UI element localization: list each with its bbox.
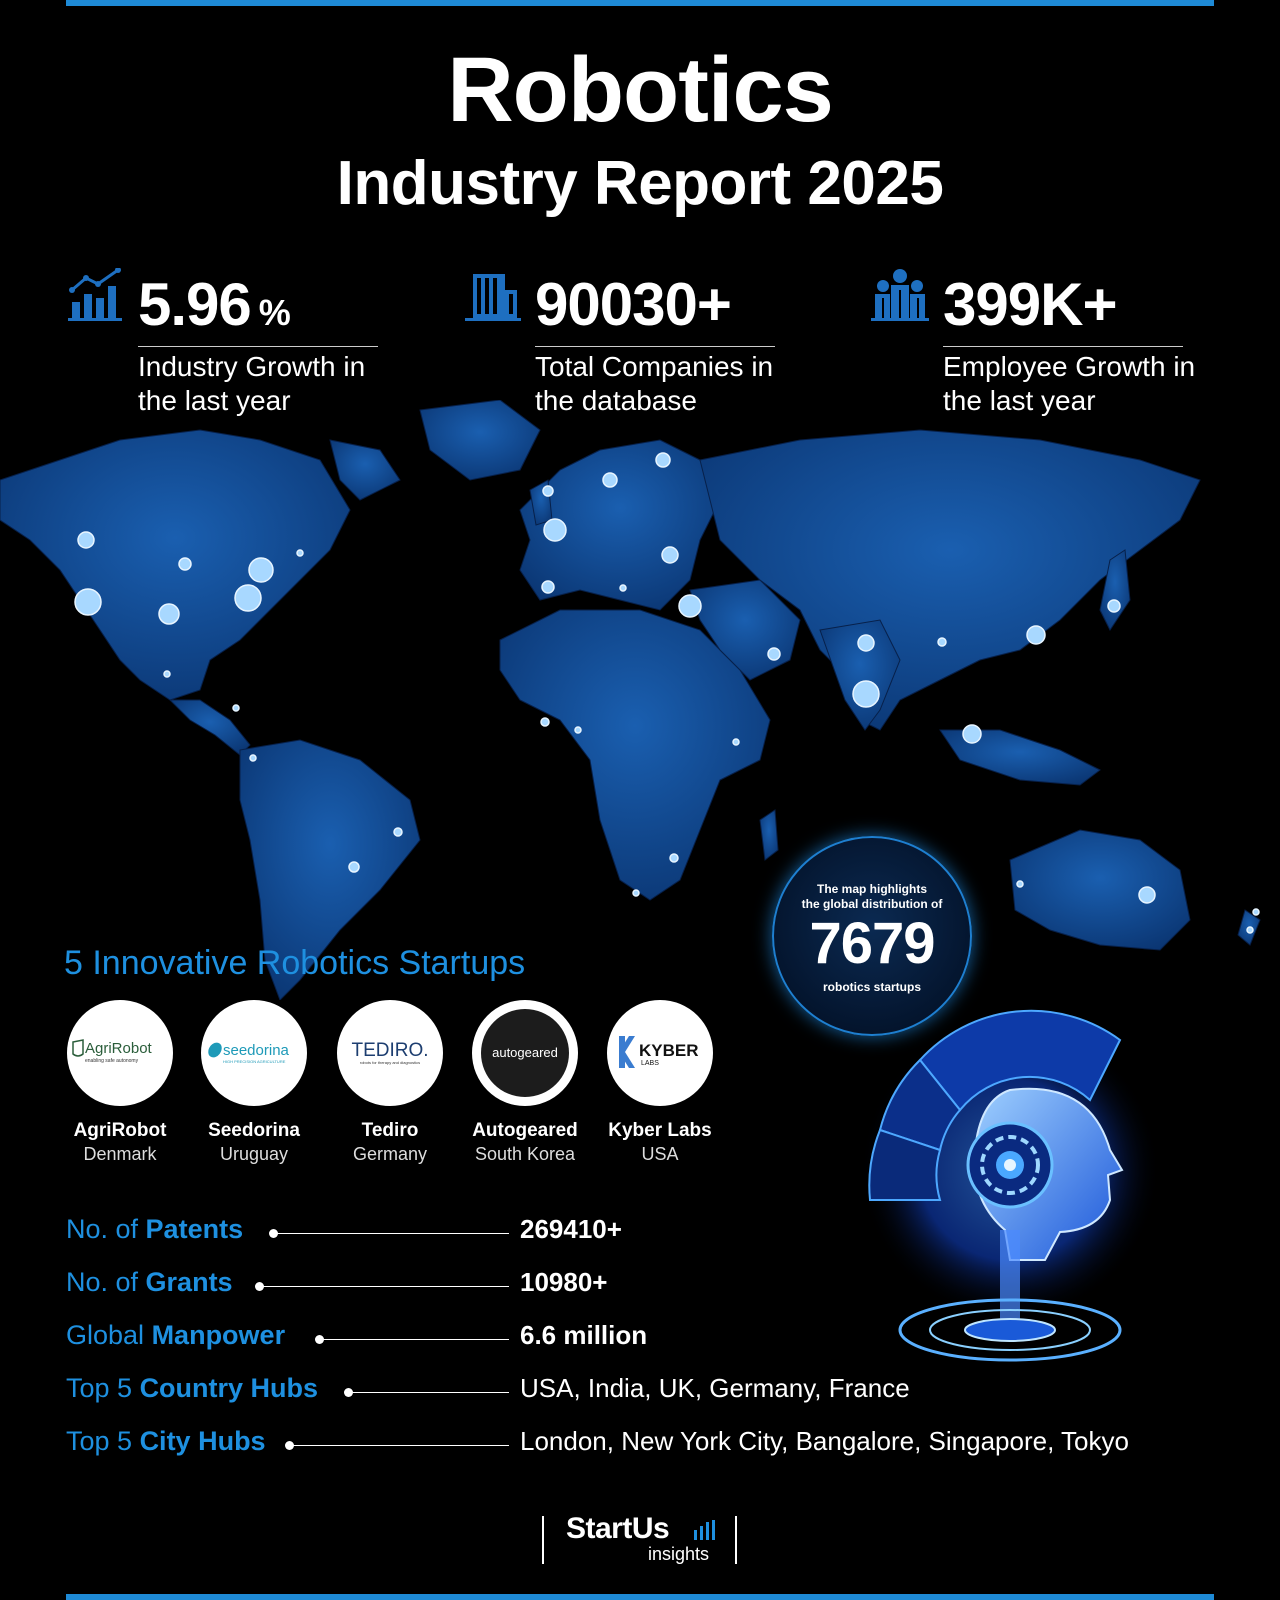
metric-row-patents: No. of Patents 269410+ (66, 1214, 1226, 1254)
metric-prefix: Top 5 (66, 1426, 140, 1456)
startup-card-tediro[interactable]: TEDIRO. robots for therapy and diagnosti… (320, 1000, 460, 1165)
stat-unit: % (258, 292, 291, 333)
agrirobot-logo: AgriRobot enabling safe autonomy (67, 1000, 173, 1106)
footer-divider-right (735, 1516, 737, 1564)
stat-total-companies: 90030+ Total Companies in the database (463, 268, 803, 418)
kyber-logo-text: KYBER (639, 1041, 699, 1060)
tediro-logo: TEDIRO. robots for therapy and diagnosti… (337, 1000, 443, 1106)
metric-label: Grants (145, 1267, 233, 1297)
metric-value: 6.6 million (520, 1320, 648, 1350)
brand-logo-subtext: insights (648, 1544, 710, 1564)
metric-label: Patents (145, 1214, 244, 1244)
startup-markers (74, 452, 1260, 934)
startup-country: Uruguay (219, 1144, 289, 1164)
stat-value: 399K+ (943, 271, 1117, 338)
metric-row-grants: No. of Grants 10980+ (66, 1267, 1226, 1307)
agrirobot-logo-tagline: enabling safe autonomy (85, 1058, 139, 1064)
stat-description: Industry Growth in the last year (138, 351, 366, 416)
stat-employee-growth: 399K+ Employee Growth in the last year (871, 268, 1211, 418)
metric-label: Manpower (151, 1320, 286, 1350)
startup-name: Autogeared (472, 1120, 578, 1141)
tediro-logo-text: TEDIRO. (351, 1040, 428, 1061)
autogeared-logo-text: autogeared (492, 1045, 558, 1060)
metric-prefix: Global (66, 1320, 152, 1350)
tediro-logo-tagline: robots for therapy and diagnostics (360, 1060, 420, 1065)
startup-count-bubble: The map highlights the global distributi… (772, 836, 972, 1036)
metric-value: 269410+ (520, 1214, 622, 1244)
metric-prefix: No. of (66, 1214, 146, 1244)
connector-line (348, 1392, 509, 1393)
metric-row-city-hubs: Top 5 City Hubs London, New York City, B… (66, 1426, 1226, 1466)
robot-head-illustration (860, 1009, 1160, 1362)
startup-card-autogeared[interactable]: autogeared Autogeared South Korea (455, 1000, 595, 1165)
world-map (0, 400, 1261, 1000)
connector-line (319, 1339, 509, 1340)
autogeared-logo: autogeared (472, 1000, 578, 1106)
metric-value: 10980+ (520, 1267, 608, 1297)
bottom-accent-bar (66, 1594, 1214, 1600)
connector-line (273, 1233, 509, 1234)
seedorina-logo-tagline: HIGH PRECISION AGRICULTURE (223, 1059, 286, 1064)
startup-country: Germany (352, 1144, 428, 1164)
metric-row-country-hubs: Top 5 Country Hubs USA, India, UK, Germa… (66, 1373, 1226, 1413)
bubble-number: 7679 (809, 911, 935, 976)
top-accent-bar (66, 0, 1214, 6)
stat-industry-growth: 5.96% Industry Growth in the last year (66, 268, 406, 418)
stat-value: 5.96 (138, 271, 252, 338)
startup-name: AgriRobot (73, 1120, 167, 1141)
signal-bars-icon (694, 1520, 715, 1540)
startup-country: USA (641, 1144, 679, 1164)
people-group-icon (871, 269, 929, 321)
report-subtitle: Industry Report 2025 (336, 149, 944, 218)
stat-divider (943, 346, 1183, 347)
metric-label: City Hubs (139, 1426, 266, 1456)
stat-value: 90030+ (535, 271, 732, 338)
seedorina-logo-text: seedorina (223, 1042, 290, 1059)
stat-divider (138, 346, 378, 347)
startups-section-title: 5 Innovative Robotics Startups (64, 944, 526, 982)
startup-name: Tediro (361, 1120, 419, 1141)
brand-logo-text: StartUs (566, 1512, 670, 1545)
metric-row-manpower: Global Manpower 6.6 million (66, 1320, 1226, 1360)
seedorina-logo: seedorina HIGH PRECISION AGRICULTURE (201, 1000, 307, 1106)
building-icon (465, 274, 521, 321)
startup-card-kyber-labs[interactable]: KYBER LABS Kyber Labs USA (590, 1000, 730, 1165)
metric-prefix: Top 5 (66, 1373, 140, 1403)
report-title: Robotics (447, 39, 834, 141)
bubble-line-3: robotics startups (822, 980, 921, 994)
connector-line (289, 1445, 509, 1446)
metric-label: Country Hubs (139, 1373, 319, 1403)
startup-name: Kyber Labs (608, 1120, 712, 1141)
agrirobot-logo-text: AgriRobot (85, 1040, 153, 1057)
metric-prefix: No. of (66, 1267, 146, 1297)
startup-country: Denmark (83, 1144, 157, 1164)
startup-name: Seedorina (208, 1120, 300, 1141)
kyber-labs-logo: KYBER LABS (607, 1000, 713, 1106)
startup-country: South Korea (474, 1144, 576, 1164)
startup-card-agrirobot[interactable]: AgriRobot enabling safe autonomy AgriRob… (50, 1000, 190, 1165)
footer-divider-left (542, 1516, 544, 1564)
metric-value: London, New York City, Bangalore, Singap… (520, 1426, 1129, 1456)
stat-description: Employee Growth in the last year (943, 351, 1196, 416)
stat-description: Total Companies in the database (535, 351, 774, 416)
bubble-line-1: The map highlights (817, 882, 927, 896)
stat-divider (535, 346, 775, 347)
bubble-line-2: the global distribution of (801, 897, 943, 911)
metric-value: USA, India, UK, Germany, France (520, 1373, 910, 1403)
startup-card-seedorina[interactable]: seedorina HIGH PRECISION AGRICULTURE See… (184, 1000, 324, 1165)
connector-line (259, 1286, 509, 1287)
bar-chart-growth-icon (68, 268, 122, 321)
kyber-logo-tagline: LABS (641, 1060, 659, 1067)
